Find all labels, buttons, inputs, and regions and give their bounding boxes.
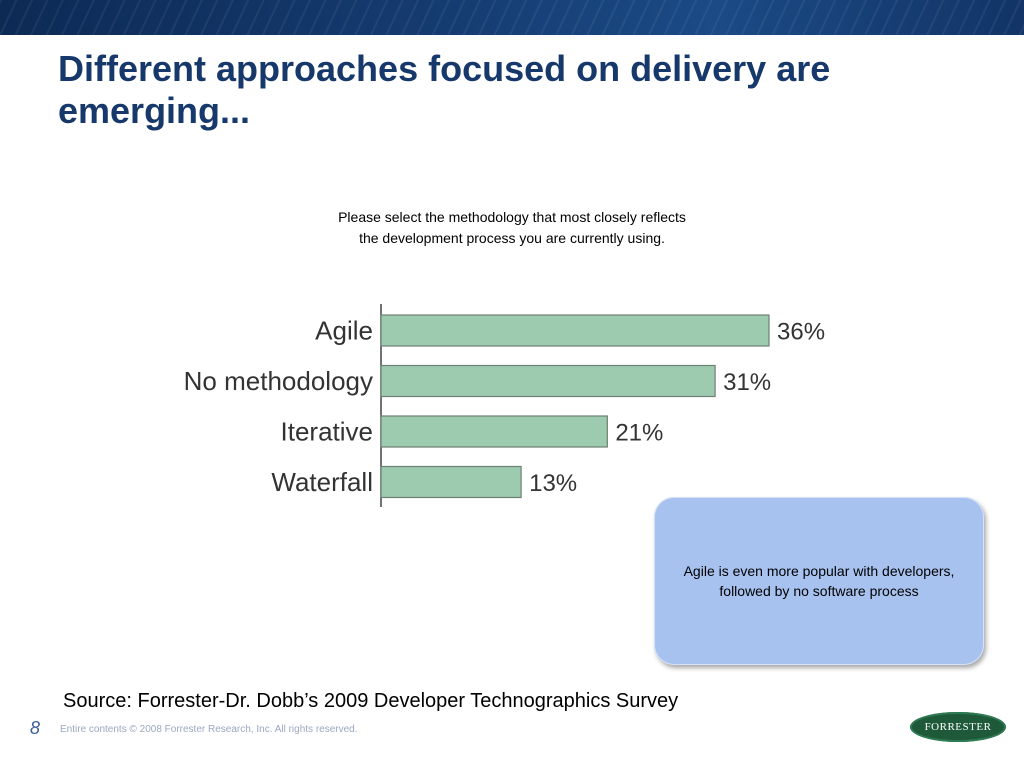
chart-question: Please select the methodology that most … (262, 207, 762, 249)
value-label: 13% (529, 470, 577, 497)
category-label: Agile (315, 316, 373, 346)
header-band (0, 0, 1024, 35)
category-label: No methodology (184, 366, 373, 396)
bar-agile (380, 314, 770, 347)
callout-text: Agile is even more popular with develope… (683, 563, 955, 599)
source-note: Source: Forrester-Dr. Dobb’s 2009 Develo… (63, 690, 679, 712)
value-label: 21% (615, 420, 663, 447)
category-label: Iterative (281, 417, 374, 447)
slide-title: Different approaches focused on delivery… (58, 48, 831, 131)
value-label: 36% (777, 319, 825, 346)
forrester-logo: FORRESTER (910, 712, 1006, 742)
page-number: 8 (30, 718, 41, 738)
chart-question-line-1: Please select the methodology that most … (338, 209, 686, 225)
bar-no-methodology (380, 364, 716, 398)
bar-iterative (380, 415, 608, 448)
callout-box: Agile is even more popular with develope… (654, 497, 984, 665)
chart-question-line-2: the development process you are currentl… (359, 230, 665, 246)
logo-text: FORRESTER (924, 721, 992, 733)
category-label: Waterfall (271, 467, 373, 497)
value-label: 31% (723, 369, 771, 396)
copyright-text: Entire contents © 2008 Forrester Researc… (60, 724, 358, 735)
bar-waterfall (380, 465, 522, 499)
bar-chart: Agile 36% No methodology 31% Iterative 21% Wat… (184, 304, 825, 507)
